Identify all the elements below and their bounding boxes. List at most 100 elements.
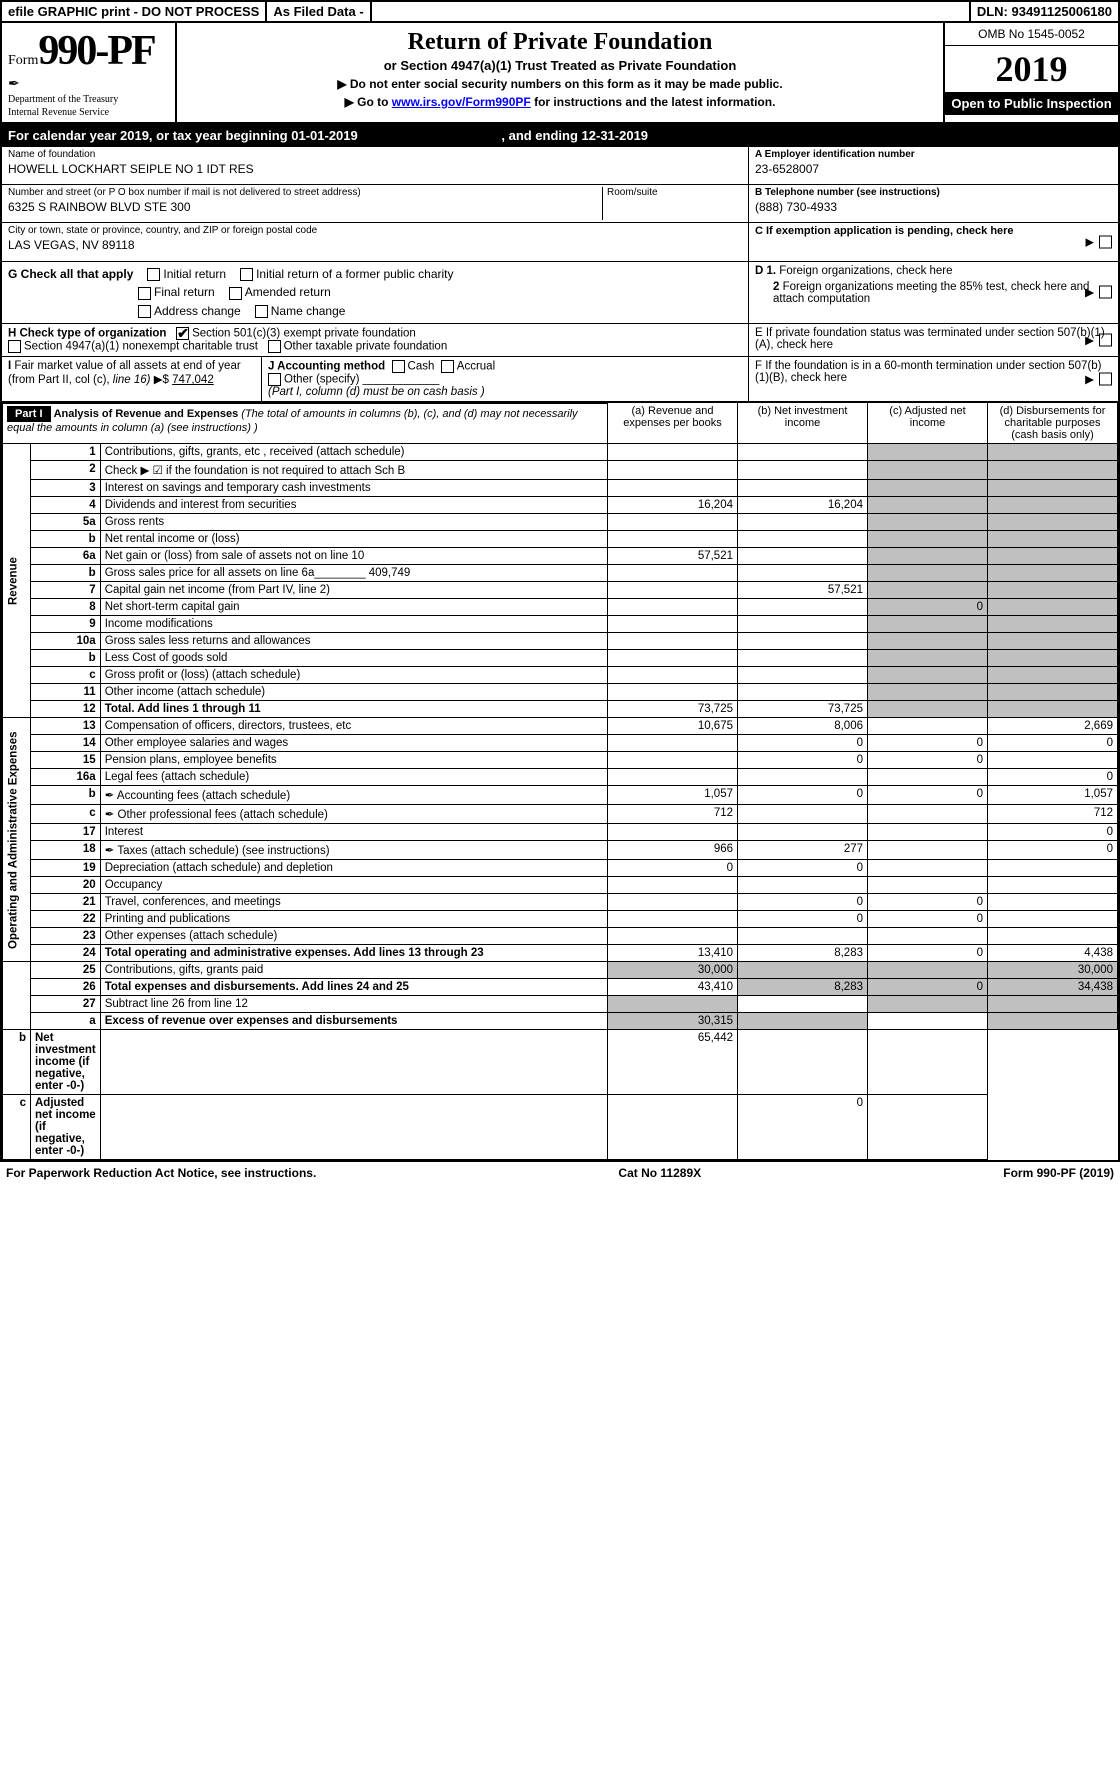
col-b-value: 0 bbox=[738, 911, 868, 928]
line-b: b✒ Accounting fees (attach schedule)1,05… bbox=[3, 786, 1118, 805]
line-number: 16a bbox=[31, 769, 101, 786]
g5-checkbox[interactable] bbox=[138, 305, 151, 318]
line-21: 21Travel, conferences, and meetings00 bbox=[3, 894, 1118, 911]
col-c-value bbox=[868, 650, 988, 667]
line-number: c bbox=[31, 667, 101, 684]
line-number: 12 bbox=[31, 701, 101, 718]
d-right: D 1. Foreign organizations, check here ▶… bbox=[748, 262, 1118, 323]
arrow-icon: ▶ bbox=[1086, 236, 1094, 249]
line-5a: 5aGross rents bbox=[3, 514, 1118, 531]
col-c-value: 0 bbox=[868, 945, 988, 962]
col-c-value bbox=[868, 497, 988, 514]
line-description: Gross profit or (loss) (attach schedule) bbox=[100, 667, 607, 684]
line-number: 22 bbox=[31, 911, 101, 928]
g2-checkbox[interactable] bbox=[240, 268, 253, 281]
col-a-value bbox=[608, 928, 738, 945]
efile-icon: ✒ bbox=[8, 75, 169, 92]
col-b-value bbox=[738, 769, 868, 786]
col-c-value: 0 bbox=[868, 735, 988, 752]
g1-checkbox[interactable] bbox=[147, 268, 160, 281]
line-description: Other income (attach schedule) bbox=[100, 684, 607, 701]
i-block: I Fair market value of all assets at end… bbox=[2, 357, 262, 401]
col-d-value bbox=[988, 599, 1118, 616]
j-block: J Accounting method Cash Accrual Other (… bbox=[262, 357, 748, 401]
line-description: Net rental income or (loss) bbox=[100, 531, 607, 548]
line-description: Adjusted net income (if negative, enter … bbox=[31, 1095, 101, 1160]
col-c-value bbox=[868, 805, 988, 824]
g3-label: Final return bbox=[154, 285, 215, 299]
line-description: Gross sales less returns and allowances bbox=[100, 633, 607, 650]
col-a-value bbox=[100, 1095, 607, 1160]
ein-row: A Employer identification number 23-6528… bbox=[749, 147, 1118, 185]
col-b-value: 73,725 bbox=[738, 701, 868, 718]
g4-checkbox[interactable] bbox=[229, 287, 242, 300]
line-c: cGross profit or (loss) (attach schedule… bbox=[3, 667, 1118, 684]
cal-end: 12-31-2019 bbox=[582, 128, 649, 143]
e-checkbox[interactable] bbox=[1099, 333, 1112, 346]
foundation-name: HOWELL LOCKHART SEIPLE NO 1 IDT RES bbox=[8, 160, 742, 176]
col-b-value bbox=[738, 480, 868, 497]
form-num: 990-PF bbox=[38, 28, 154, 74]
line-6a: 6aNet gain or (loss) from sale of assets… bbox=[3, 548, 1118, 565]
col-b-value: 65,442 bbox=[608, 1030, 738, 1095]
line-description: Occupancy bbox=[100, 877, 607, 894]
col-c-value bbox=[868, 582, 988, 599]
col-c-value bbox=[868, 461, 988, 480]
line-1: Revenue1Contributions, gifts, grants, et… bbox=[3, 444, 1118, 461]
col-a-value bbox=[608, 531, 738, 548]
line-number: 24 bbox=[31, 945, 101, 962]
line-number: 18 bbox=[31, 841, 101, 860]
col-c-value bbox=[868, 514, 988, 531]
line-number: 15 bbox=[31, 752, 101, 769]
f-checkbox[interactable] bbox=[1099, 372, 1112, 385]
j1-checkbox[interactable] bbox=[392, 360, 405, 373]
c-checkbox[interactable] bbox=[1099, 236, 1112, 249]
line-number: b bbox=[31, 650, 101, 667]
g3-checkbox[interactable] bbox=[138, 287, 151, 300]
line-number: 2 bbox=[31, 461, 101, 480]
ein-value: 23-6528007 bbox=[755, 160, 1112, 176]
line-17: 17Interest0 bbox=[3, 824, 1118, 841]
line-number: 21 bbox=[31, 894, 101, 911]
d1-row: D 1. Foreign organizations, check here ▶ bbox=[755, 265, 1112, 277]
line-description: Subtract line 26 from line 12 bbox=[100, 996, 607, 1013]
line-description: Printing and publications bbox=[100, 911, 607, 928]
col-d-value bbox=[988, 877, 1118, 894]
line-b: bNet rental income or (loss) bbox=[3, 531, 1118, 548]
col-d-value: 0 bbox=[988, 735, 1118, 752]
line-c: cAdjusted net income (if negative, enter… bbox=[3, 1095, 1118, 1160]
col-c-value bbox=[868, 701, 988, 718]
col-d-value bbox=[988, 752, 1118, 769]
h-row: H Check type of organization Section 501… bbox=[2, 324, 1118, 357]
g6-label: Name change bbox=[271, 304, 346, 318]
tel-value: (888) 730-4933 bbox=[755, 198, 1112, 214]
col-b-value bbox=[738, 684, 868, 701]
col-d-value bbox=[988, 514, 1118, 531]
tax-year: 2019 bbox=[945, 46, 1118, 92]
top-bar: efile GRAPHIC print - DO NOT PROCESS As … bbox=[2, 2, 1118, 23]
line-description: Contributions, gifts, grants, etc , rece… bbox=[100, 444, 607, 461]
col-d-value: 0 bbox=[988, 769, 1118, 786]
arrow-icon: ▶ bbox=[1085, 285, 1094, 299]
col-a-value: 57,521 bbox=[608, 548, 738, 565]
col-a-value: 1,057 bbox=[608, 786, 738, 805]
j3-checkbox[interactable] bbox=[268, 373, 281, 386]
line-24: 24Total operating and administrative exp… bbox=[3, 945, 1118, 962]
col-b-value bbox=[738, 824, 868, 841]
col-d-value: 2,669 bbox=[988, 718, 1118, 735]
h2-checkbox[interactable] bbox=[8, 340, 21, 353]
line-number: 25 bbox=[31, 962, 101, 979]
h1-checkbox[interactable] bbox=[176, 327, 189, 340]
g6-checkbox[interactable] bbox=[255, 305, 268, 318]
goto-post: for instructions and the latest informat… bbox=[531, 95, 776, 109]
h3-checkbox[interactable] bbox=[268, 340, 281, 353]
d2-checkbox[interactable] bbox=[1099, 286, 1112, 299]
line-number: 4 bbox=[31, 497, 101, 514]
city-row: City or town, state or province, country… bbox=[2, 223, 748, 261]
line-description: Dividends and interest from securities bbox=[100, 497, 607, 514]
topbar-spacer bbox=[372, 2, 971, 21]
irs-link[interactable]: www.irs.gov/Form990PF bbox=[392, 95, 531, 109]
line-number: 8 bbox=[31, 599, 101, 616]
j2-checkbox[interactable] bbox=[441, 360, 454, 373]
col-b-value bbox=[738, 667, 868, 684]
